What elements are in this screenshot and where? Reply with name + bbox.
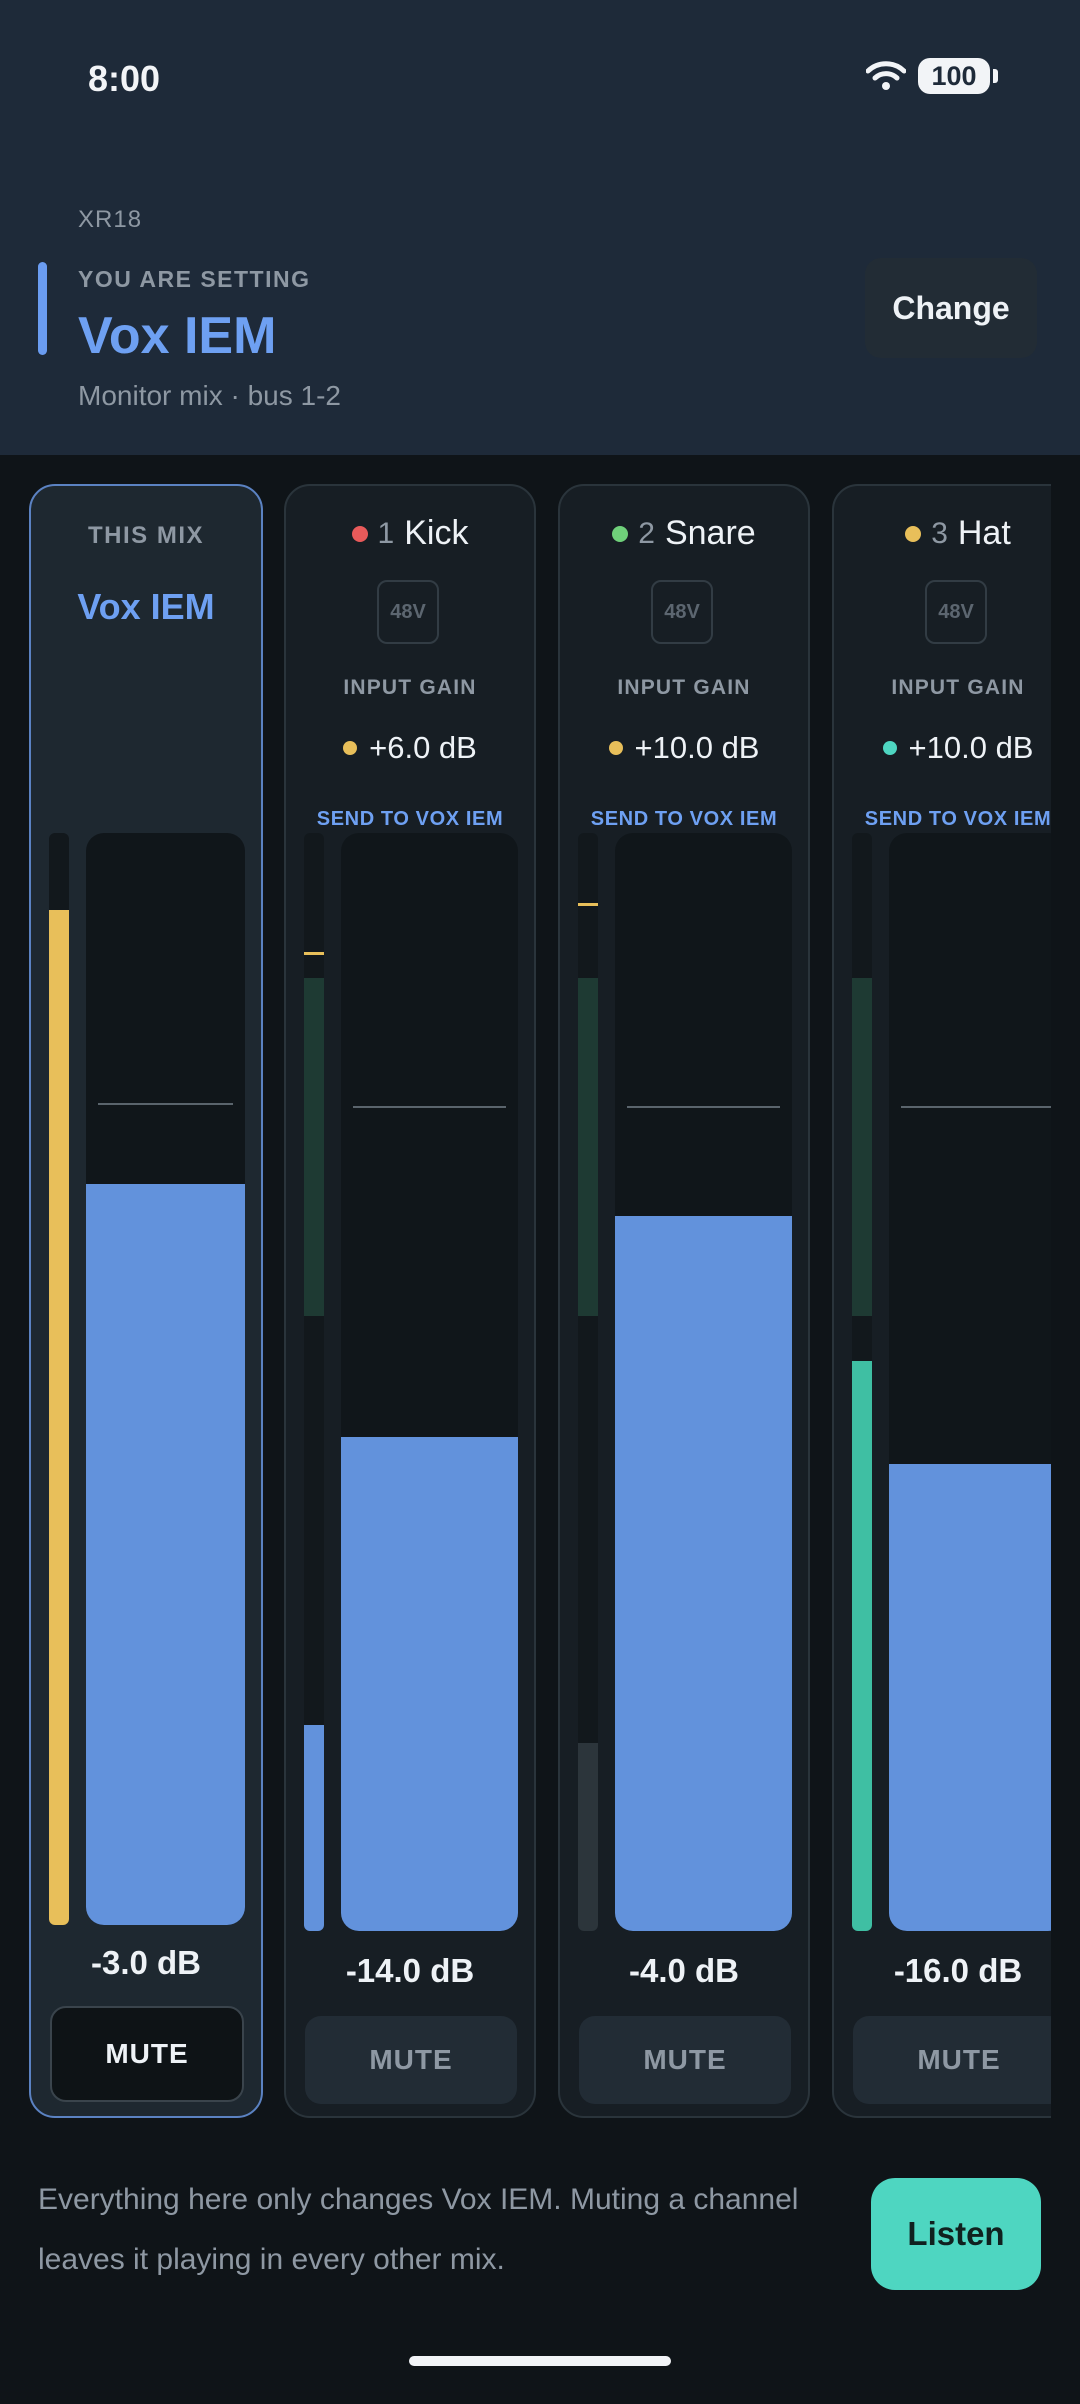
channel-color-dot bbox=[612, 525, 629, 542]
master-fader[interactable] bbox=[86, 833, 245, 1925]
channel-color-dot bbox=[351, 525, 368, 542]
channel-number: 2 bbox=[638, 516, 655, 550]
send-label: SEND TO VOX IEM bbox=[590, 808, 778, 830]
meter-green-zone bbox=[304, 978, 324, 1316]
status-time: 8:00 bbox=[88, 58, 161, 99]
phantom-power-toggle[interactable]: 48V bbox=[377, 580, 439, 644]
unity-mark bbox=[901, 1106, 1051, 1108]
channel-name: Kick bbox=[404, 514, 469, 552]
meter-fill bbox=[852, 1361, 872, 1931]
master-mix-name: Vox IEM bbox=[77, 586, 215, 627]
unity-mark bbox=[98, 1103, 233, 1105]
channel-number: 1 bbox=[377, 516, 395, 550]
mute-button[interactable]: MUTE bbox=[853, 2016, 1051, 2104]
channel-number: 3 bbox=[931, 516, 948, 550]
master-meter-fill bbox=[49, 910, 69, 1925]
mixer-strips[interactable]: THIS MIX Vox IEM -3.0 dB MUTE 1 Kick 48V… bbox=[0, 484, 1051, 2124]
channel-level-meter bbox=[852, 833, 872, 1931]
input-gain-control[interactable]: +10.0 dB bbox=[834, 730, 1051, 766]
master-fader-level[interactable] bbox=[86, 1184, 245, 1925]
channel-color-dot bbox=[905, 525, 922, 542]
channel-header: 1 Kick bbox=[286, 514, 534, 553]
wifi-icon bbox=[866, 61, 906, 90]
battery-indicator: 100 bbox=[918, 58, 998, 94]
setting-eyebrow: YOU ARE SETTING bbox=[78, 266, 311, 292]
master-level-meter bbox=[49, 833, 69, 1925]
master-mute-button[interactable]: MUTE bbox=[50, 2006, 244, 2102]
channel-strip-hat: 3 Hat 48V INPUT GAIN +10.0 dB SEND TO VO… bbox=[832, 484, 1051, 2118]
send-fader[interactable] bbox=[615, 833, 792, 1931]
accent-bar bbox=[38, 262, 47, 355]
mix-title: Vox IEM bbox=[78, 307, 277, 365]
channel-header: 2 Snare bbox=[560, 514, 808, 553]
change-button[interactable]: Change bbox=[865, 258, 1037, 358]
send-level-value: -4.0 dB bbox=[628, 1952, 740, 1989]
home-indicator[interactable] bbox=[409, 2356, 671, 2366]
send-label: SEND TO VOX IEM bbox=[864, 808, 1051, 830]
channel-level-meter bbox=[578, 833, 598, 1931]
mix-subtitle: Monitor mix · bus 1-2 bbox=[78, 380, 341, 411]
send-level-value: -16.0 dB bbox=[893, 1952, 1023, 1989]
channel-level-meter bbox=[304, 833, 324, 1931]
gain-status-dot bbox=[882, 741, 897, 755]
header: 8:00 100 XR18 YOU ARE SETTING Vox IEM Mo… bbox=[0, 0, 1080, 455]
channel-strip-kick: 1 Kick 48V INPUT GAIN +6.0 dB SEND TO VO… bbox=[284, 484, 536, 2118]
send-fader[interactable] bbox=[889, 833, 1051, 1931]
master-strip: THIS MIX Vox IEM -3.0 dB MUTE bbox=[29, 484, 263, 2118]
input-gain-label: INPUT GAIN bbox=[617, 676, 751, 699]
mute-button[interactable]: MUTE bbox=[305, 2016, 517, 2104]
meter-peak-hold bbox=[304, 952, 324, 955]
status-icons: 100 bbox=[866, 58, 998, 94]
channel-header: 3 Hat bbox=[834, 514, 1051, 553]
meter-peak-hold bbox=[578, 903, 598, 906]
this-mix-label: THIS MIX bbox=[87, 522, 204, 549]
meter-green-zone bbox=[578, 978, 598, 1316]
master-level-value: -3.0 dB bbox=[90, 1944, 202, 1981]
channel-name: Snare bbox=[664, 514, 756, 552]
channel-strip-snare: 2 Snare 48V INPUT GAIN +10.0 dB SEND TO … bbox=[558, 484, 810, 2118]
gain-status-dot bbox=[343, 741, 358, 755]
input-gain-value: +10.0 dB bbox=[634, 730, 760, 765]
input-gain-control[interactable]: +10.0 dB bbox=[560, 730, 808, 766]
phantom-power-toggle[interactable]: 48V bbox=[651, 580, 713, 644]
gain-status-dot bbox=[608, 741, 623, 755]
input-gain-value: +6.0 dB bbox=[369, 730, 477, 765]
input-gain-label: INPUT GAIN bbox=[343, 676, 477, 699]
send-fader-level[interactable] bbox=[615, 1216, 792, 1931]
unity-mark bbox=[353, 1106, 506, 1108]
listen-button[interactable]: Listen bbox=[871, 2178, 1041, 2290]
send-level-value: -14.0 dB bbox=[345, 1952, 475, 1989]
input-gain-value: +10.0 dB bbox=[908, 730, 1034, 765]
unity-mark bbox=[627, 1106, 780, 1108]
meter-fill bbox=[578, 1743, 598, 1931]
send-label: SEND TO VOX IEM bbox=[316, 808, 504, 830]
channel-name: Hat bbox=[957, 514, 1011, 552]
meter-fill bbox=[304, 1725, 324, 1931]
input-gain-label: INPUT GAIN bbox=[891, 676, 1025, 699]
send-fader[interactable] bbox=[341, 833, 518, 1931]
phantom-power-toggle[interactable]: 48V bbox=[925, 580, 987, 644]
input-gain-control[interactable]: +6.0 dB bbox=[286, 730, 534, 766]
meter-green-zone bbox=[852, 978, 872, 1316]
send-fader-level[interactable] bbox=[889, 1464, 1051, 1931]
send-fader-level[interactable] bbox=[341, 1437, 518, 1931]
mute-button[interactable]: MUTE bbox=[579, 2016, 791, 2104]
device-name: XR18 bbox=[78, 206, 143, 233]
mix-scope-note: Everything here only changes Vox IEM. Mu… bbox=[38, 2183, 799, 2276]
